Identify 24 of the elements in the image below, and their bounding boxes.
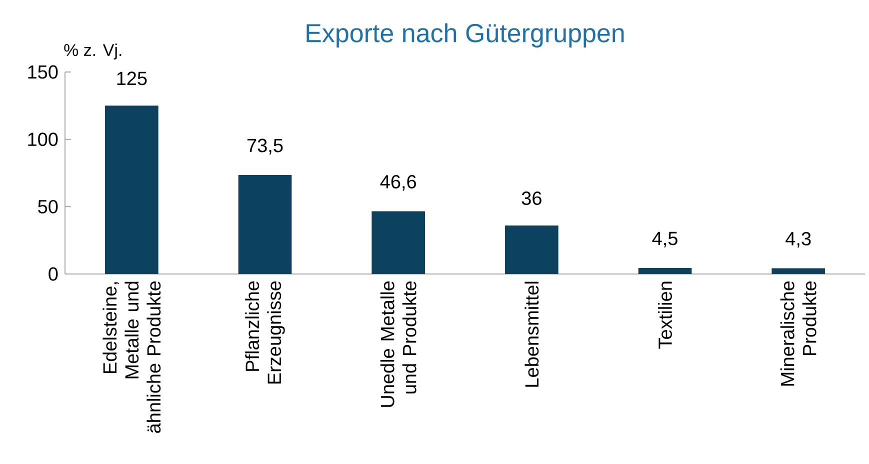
data-label: 4,3 [786,232,811,248]
data-label: 73,5 [247,138,283,154]
data-label: 125 [117,72,147,86]
x-tick-label: Textilien [658,282,672,349]
y-tick-label: 0 [48,267,58,281]
bar [638,268,692,274]
x-tick-label: Edelsteine, Metalle und ähnliche Produkte [102,281,161,433]
x-tick-label: Unedle Metalle und Produkte [380,281,416,407]
bar [772,268,826,274]
chart-title: Exporte nach Gütergruppen [306,23,624,48]
y-axis-title: % z. Vj. [64,44,122,60]
x-tick-label: Pflanzliche Erzeugnisse [245,281,285,384]
data-label: 4,5 [652,232,678,248]
bar [105,106,158,274]
bar [372,211,426,274]
data-label: 36 [522,192,542,205]
y-tick-label: 100 [28,132,58,146]
x-tick-label: Mineralische Produkte [780,281,816,386]
y-tick-label: 150 [28,65,58,79]
y-tick-label: 50 [38,200,58,214]
x-tick-label: Lebensmittel [524,282,539,387]
bar [238,175,292,274]
bar [505,226,558,274]
data-label: 46,6 [380,175,416,191]
